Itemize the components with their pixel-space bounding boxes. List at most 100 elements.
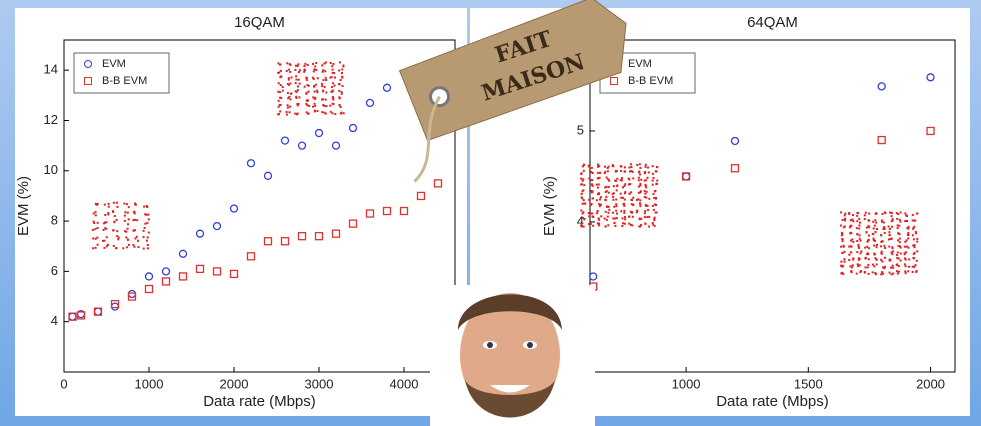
inset-dot xyxy=(840,264,843,267)
inset-dot xyxy=(651,183,654,186)
inset-dot xyxy=(849,265,852,268)
inset-dot xyxy=(278,104,281,107)
inset-dot xyxy=(289,64,292,67)
inset-dot xyxy=(645,196,648,199)
inset-dot xyxy=(628,166,631,169)
inset-dot xyxy=(134,218,137,221)
inset-dot xyxy=(867,263,870,266)
inset-dot xyxy=(857,246,860,249)
inset-dot xyxy=(889,211,892,214)
inset-dot xyxy=(875,212,878,215)
inset-dot xyxy=(94,211,97,214)
inset-dot xyxy=(332,82,335,85)
x-tick-label: 1000 xyxy=(672,376,701,391)
panel-left xyxy=(15,8,467,416)
inset-dot xyxy=(637,179,640,182)
inset-dot xyxy=(914,264,917,267)
inset-dot xyxy=(320,82,323,85)
inset-dot xyxy=(883,227,886,230)
inset-dot xyxy=(321,64,324,67)
inset-dot xyxy=(848,226,851,229)
inset-dot xyxy=(866,240,869,243)
inset-dot xyxy=(872,237,875,240)
inset-dot xyxy=(840,231,843,234)
data-point xyxy=(681,172,691,181)
inset-dot xyxy=(652,176,655,179)
inset-dot xyxy=(332,62,335,65)
inset-dot xyxy=(323,111,326,114)
inset-dot xyxy=(874,257,877,260)
inset-dot xyxy=(598,176,601,179)
inset-dot xyxy=(868,234,871,237)
inset-dot xyxy=(294,112,297,115)
inset-dot xyxy=(907,246,910,249)
inset-dot xyxy=(286,106,289,109)
inset-dot xyxy=(285,113,288,116)
inset-dot xyxy=(146,221,149,224)
inset-dot xyxy=(112,229,115,232)
inset-dot xyxy=(603,172,606,175)
inset-dot xyxy=(624,191,627,194)
inset-dot xyxy=(316,109,319,112)
inset-dot xyxy=(316,89,319,92)
inset-dot xyxy=(322,79,325,82)
inset-dot xyxy=(897,244,900,247)
inset-dot xyxy=(852,258,855,261)
inset-dot xyxy=(897,270,900,273)
inset-dot xyxy=(583,184,586,187)
inset-dot xyxy=(94,237,97,240)
inset-dot xyxy=(312,96,315,99)
inset-dot xyxy=(132,229,135,232)
inset-dot xyxy=(628,192,631,195)
inset-dot xyxy=(145,239,148,242)
inset-dot xyxy=(588,215,591,218)
inset-dot xyxy=(899,245,902,248)
inset-dot xyxy=(647,171,650,174)
inset-dot xyxy=(615,189,618,192)
inset-dot xyxy=(881,240,884,243)
inset-dot xyxy=(612,217,615,220)
inset-dot xyxy=(289,82,292,85)
inset-dot xyxy=(631,170,634,173)
inset-dot xyxy=(621,225,624,228)
inset-dot xyxy=(321,70,324,73)
inset-dot xyxy=(597,217,600,220)
inset-dot xyxy=(285,69,288,72)
inset-dot xyxy=(850,239,853,242)
inset-dot xyxy=(867,272,870,275)
inset-dot xyxy=(329,61,332,64)
inset-dot xyxy=(615,205,618,208)
inset-dot xyxy=(143,226,146,229)
inset-dot xyxy=(147,218,150,221)
inset-dot xyxy=(891,218,894,221)
y-tick-label: 14 xyxy=(44,62,58,77)
inset-dot xyxy=(868,212,871,215)
data-point xyxy=(212,221,222,231)
inset-dot xyxy=(127,243,130,246)
inset-dot xyxy=(144,213,147,216)
inset-dot xyxy=(600,215,603,218)
inset-dot xyxy=(285,110,288,113)
inset-dot xyxy=(295,96,298,99)
inset-dot xyxy=(874,219,877,222)
inset-dot xyxy=(915,270,918,273)
inset-dot xyxy=(598,205,601,208)
inset-dot xyxy=(615,209,618,212)
inset-dot xyxy=(651,165,654,168)
inset-dot xyxy=(629,183,632,186)
inset-dot xyxy=(647,209,650,212)
inset-dot xyxy=(850,245,853,248)
inset-dot xyxy=(611,192,614,195)
inset-dot xyxy=(324,70,327,73)
inset-dot xyxy=(623,209,626,212)
inset-dot xyxy=(289,70,292,73)
inset-dot xyxy=(646,204,649,207)
inset-dot xyxy=(620,179,623,182)
inset-dot xyxy=(132,210,135,213)
inset-dot xyxy=(904,240,907,243)
inset-dot xyxy=(592,224,595,227)
inset-dot xyxy=(629,210,632,213)
inset-dot xyxy=(595,183,598,186)
inset-dot xyxy=(639,202,642,205)
inset-dot xyxy=(896,217,899,220)
